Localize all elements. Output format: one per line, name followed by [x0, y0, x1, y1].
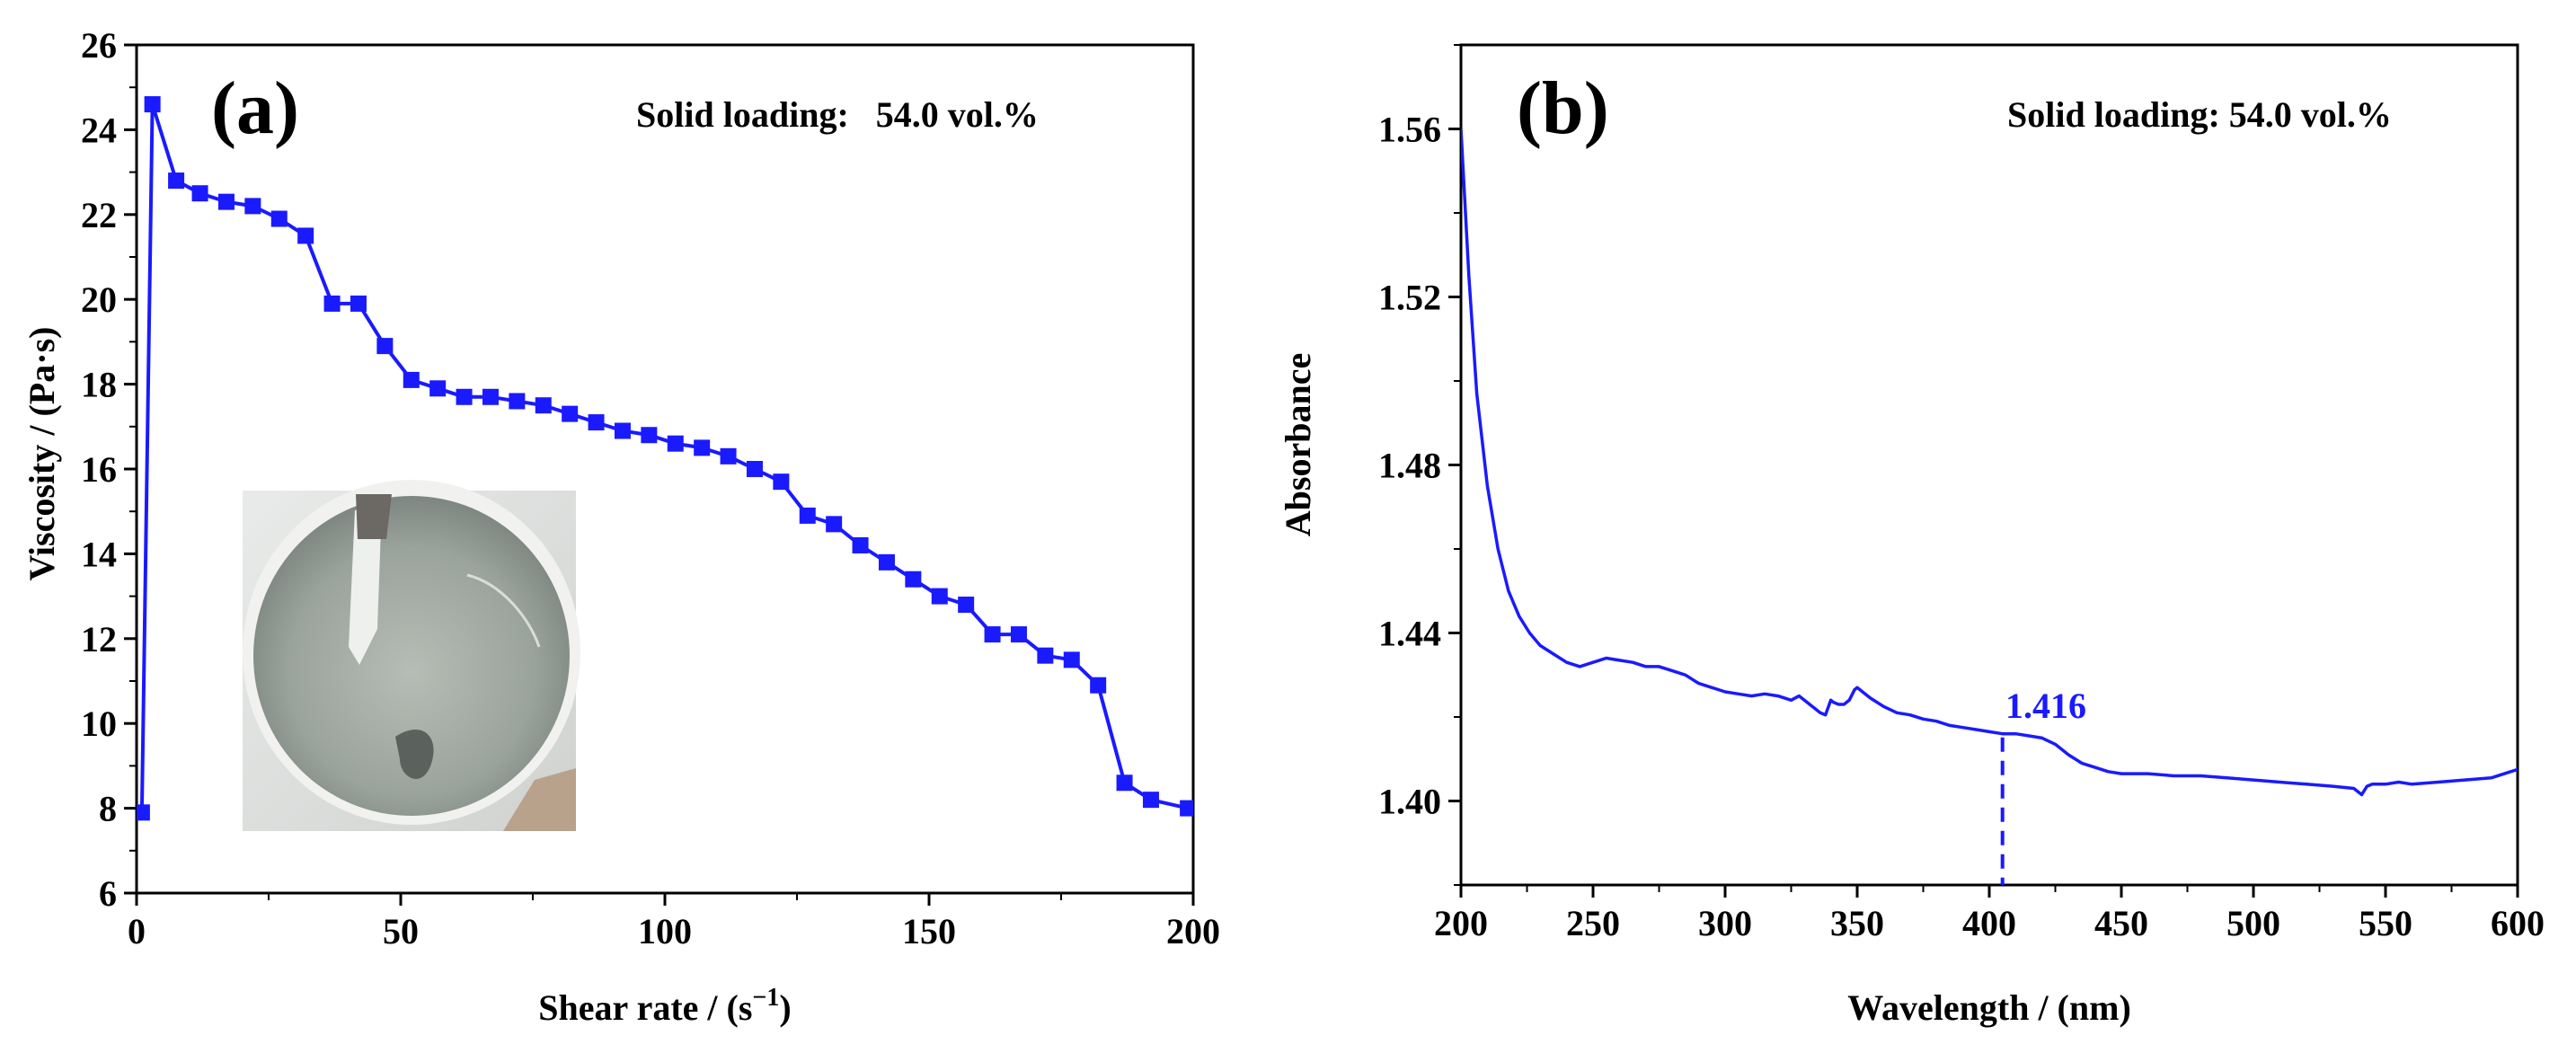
- b-tick-labels: 200 250 300 350 400 450 500 550 600 1.40 1.44 1.48 1…: [1378, 110, 2545, 944]
- data-point: [456, 388, 473, 405]
- x-tick-label: 300: [1698, 903, 1752, 943]
- data-point: [137, 804, 150, 821]
- x-axis-label-b: Wavelength / (nm): [1847, 987, 2131, 1028]
- data-point: [217, 193, 235, 210]
- b-series-layer: [1461, 128, 2518, 885]
- data-point: [509, 393, 526, 410]
- x-tick-label: 50: [383, 911, 419, 951]
- absorbance-chart: 200 250 300 350 400 450 500 550 600 1.40 1.44 1.48 1…: [1278, 43, 2545, 1028]
- data-point: [614, 422, 631, 439]
- x-tick-label: 350: [1830, 903, 1884, 943]
- data-point: [588, 414, 605, 431]
- data-point: [773, 473, 790, 491]
- x-tick-label: 550: [2359, 903, 2412, 943]
- b-axes: [1448, 43, 2519, 898]
- data-point: [297, 227, 314, 244]
- data-point: [429, 380, 447, 397]
- x-axis-label-a: Shear rate / (s−1): [538, 984, 791, 1028]
- data-point: [144, 96, 161, 113]
- data-point: [270, 210, 288, 227]
- y-tick-label: 26: [81, 25, 117, 66]
- annotation-b: Solid loading: 54.0 vol.%: [2007, 94, 2392, 135]
- a-series-layer: [137, 96, 1193, 821]
- data-point: [1180, 800, 1193, 817]
- x-axis-label-a-sup: −1: [752, 984, 779, 1012]
- data-point: [1010, 626, 1027, 643]
- data-point: [562, 405, 579, 422]
- panel-label-a: (a): [211, 66, 299, 150]
- x-tick-label: 100: [638, 911, 692, 951]
- y-axis-label-a: Viscosity / (Pa·s): [22, 327, 62, 581]
- y-tick-label: 1.40: [1378, 782, 1441, 822]
- x-tick-label: 450: [2094, 903, 2148, 943]
- y-tick-label: 1.44: [1378, 614, 1441, 654]
- y-tick-label: 22: [81, 195, 117, 235]
- data-point: [535, 397, 552, 414]
- y-tick-label: 1.48: [1378, 446, 1441, 486]
- data-point: [350, 295, 367, 312]
- data-point: [667, 435, 684, 452]
- data-point: [878, 553, 895, 571]
- x-axis-label-a-close: ): [779, 987, 791, 1028]
- y-tick-label: 16: [81, 449, 117, 490]
- y-tick-label: 12: [81, 619, 117, 659]
- data-point: [826, 516, 843, 533]
- data-point: [958, 597, 975, 614]
- data-point: [244, 198, 261, 215]
- y-tick-label: 8: [99, 789, 117, 829]
- data-point: [720, 447, 737, 465]
- data-point: [852, 536, 869, 553]
- data-point: [403, 371, 420, 388]
- data-point: [799, 507, 816, 524]
- data-point: [931, 588, 948, 605]
- data-point: [746, 461, 763, 477]
- y-tick-label: 1.56: [1378, 110, 1441, 150]
- x-tick-label: 600: [2491, 903, 2545, 943]
- x-tick-label: 400: [1962, 903, 2016, 943]
- y-tick-label: 6: [99, 873, 117, 914]
- data-point: [1090, 677, 1107, 694]
- data-point: [168, 173, 185, 190]
- data-point: [641, 427, 658, 444]
- x-tick-label: 500: [2226, 903, 2280, 943]
- a-axes: [124, 43, 1195, 906]
- y-tick-label: 10: [81, 703, 117, 744]
- data-point: [1116, 774, 1133, 792]
- data-point: [1037, 647, 1054, 664]
- data-point: [694, 439, 711, 456]
- x-tick-label: 250: [1566, 903, 1620, 943]
- x-tick-label: 0: [128, 911, 146, 951]
- data-point: [482, 388, 499, 405]
- data-point: [1063, 651, 1080, 668]
- panel-label-b: (b): [1517, 66, 1609, 150]
- y-tick-label: 18: [81, 365, 117, 405]
- x-axis-label-a-main: Shear rate / (s: [538, 987, 752, 1028]
- viscosity-chart: 0 50 100 150 200 6 8 10 12 14 16 18 20 22 24 26 (a) Sol…: [22, 25, 1220, 1028]
- y-tick-label: 20: [81, 279, 117, 320]
- marker-value-label: 1.416: [2005, 686, 2086, 726]
- annotation-a: Solid loading: 54.0 vol.%: [636, 94, 1039, 135]
- y-tick-label: 24: [81, 110, 117, 150]
- x-tick-label: 150: [902, 911, 956, 951]
- x-tick-label: 200: [1166, 911, 1220, 951]
- data-point: [376, 338, 394, 355]
- series-line: [1461, 128, 2518, 797]
- y-axis-label-b: Absorbance: [1278, 353, 1318, 536]
- a-tick-labels: 0 50 100 150 200 6 8 10 12 14 16 18 20 22 24 26: [81, 25, 1220, 951]
- x-tick-label: 200: [1434, 903, 1488, 943]
- data-point: [905, 571, 922, 588]
- plot-frame: [1459, 43, 2519, 887]
- y-tick-label: 14: [81, 534, 117, 574]
- data-point: [984, 626, 1001, 643]
- slurry-in-cup-photo: [243, 480, 580, 831]
- data-point: [191, 185, 208, 202]
- data-point: [323, 295, 341, 312]
- data-point: [1142, 792, 1159, 809]
- y-tick-label: 1.52: [1378, 278, 1441, 318]
